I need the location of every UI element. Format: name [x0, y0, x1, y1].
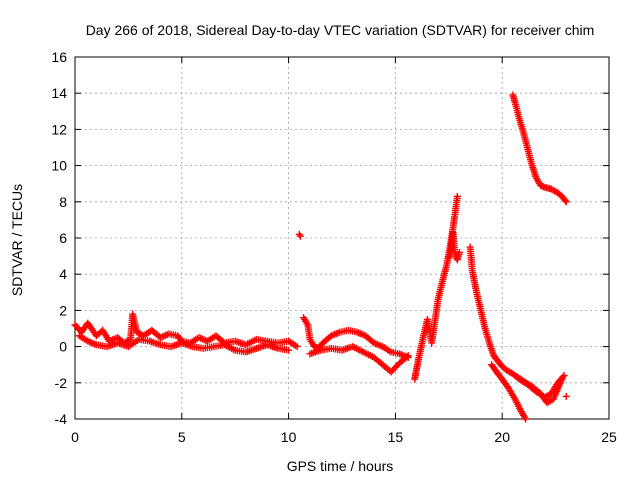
data-point: [453, 192, 461, 200]
y-tick-label: 6: [59, 230, 67, 246]
x-axis-title: GPS time / hours: [287, 458, 394, 474]
x-tick-label: 10: [281, 429, 297, 445]
y-tick-label: 8: [59, 194, 67, 210]
y-tick-label: 10: [51, 158, 67, 174]
chart-title: Day 266 of 2018, Sidereal Day-to-day VTE…: [86, 22, 595, 38]
y-tick-label: -4: [55, 411, 68, 427]
data-point: [404, 352, 412, 360]
y-tick-label: -2: [55, 375, 68, 391]
x-tick-label: 20: [494, 429, 510, 445]
data-point: [558, 375, 566, 383]
x-tick-label: 15: [388, 429, 404, 445]
data-point: [293, 343, 301, 351]
y-tick-label: 14: [51, 85, 67, 101]
x-tick-label: 5: [178, 429, 186, 445]
y-axis-title: SDTVAR / TECUs: [9, 184, 25, 296]
y-tick-label: 2: [59, 302, 67, 318]
y-tick-label: 4: [59, 266, 67, 282]
y-tick-label: 16: [51, 49, 67, 65]
data-point: [560, 372, 568, 380]
data-point: [296, 232, 304, 240]
data-point: [285, 346, 293, 354]
data-point: [522, 415, 530, 423]
y-tick-label: 0: [59, 339, 67, 355]
data-point: [562, 392, 570, 400]
data-point: [561, 196, 569, 204]
data-point: [403, 353, 411, 361]
y-tick-label: 12: [51, 121, 67, 137]
grid: [75, 57, 609, 419]
data-point: [455, 248, 463, 256]
data-point: [562, 198, 570, 206]
x-tick-label: 25: [601, 429, 617, 445]
axis-ticks: 0 5 10 15 20 25 -4 -2 0 2 4 6 8 10 12 14 16: [51, 49, 617, 445]
x-tick-label: 0: [71, 429, 79, 445]
data-points: [71, 91, 570, 423]
